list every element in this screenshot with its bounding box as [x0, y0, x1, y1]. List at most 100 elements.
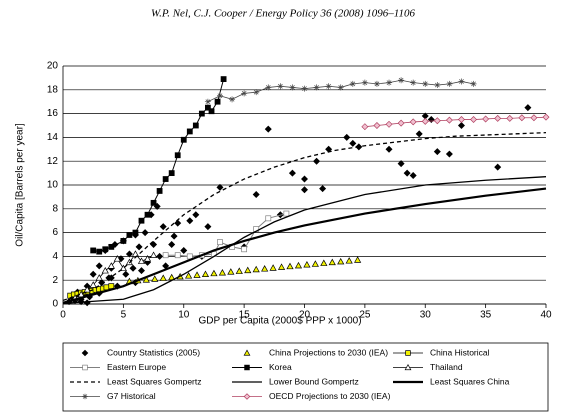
point [192, 211, 200, 219]
point [434, 82, 441, 89]
y-tick-label: 14 [47, 132, 59, 143]
point [131, 250, 140, 257]
point [252, 265, 260, 273]
point [168, 241, 176, 248]
point [264, 125, 272, 133]
point [95, 262, 103, 270]
point [174, 252, 181, 259]
point [244, 266, 252, 274]
point [149, 251, 158, 258]
point [277, 263, 286, 270]
point [289, 84, 296, 91]
page-header: W.P. Nel, C.J. Cooper / Energy Policy 36… [151, 8, 415, 20]
x-tick-label: 20 [299, 310, 311, 321]
point [125, 250, 133, 258]
point [373, 80, 380, 87]
point [243, 349, 251, 356]
point [409, 118, 417, 126]
point [216, 92, 223, 99]
point [261, 265, 269, 272]
point [168, 170, 175, 177]
point [325, 83, 332, 90]
point [345, 257, 353, 264]
legend-label: China Historical [430, 347, 490, 357]
point [96, 248, 103, 255]
point [204, 223, 212, 231]
point [132, 229, 139, 236]
point [126, 232, 133, 238]
point [120, 238, 127, 244]
x-tick-label: 5 [121, 310, 127, 321]
point [361, 123, 369, 131]
legend-label: OECD Projections to 2030 (IEA) [269, 391, 391, 401]
point [184, 272, 193, 279]
point [244, 364, 250, 371]
point [186, 128, 193, 135]
point [433, 117, 441, 125]
point [446, 80, 453, 87]
point [216, 183, 224, 191]
y-axis-label: Oil/Capita [Barrels per year] [15, 123, 26, 247]
point [277, 83, 284, 90]
point [208, 108, 215, 115]
point [201, 270, 210, 277]
point [243, 393, 251, 400]
y-tick-label: 2 [52, 275, 58, 286]
point [458, 78, 465, 85]
point [397, 119, 405, 127]
point [427, 116, 435, 124]
x-tick-label: 25 [359, 310, 371, 321]
point [422, 80, 429, 87]
series-line [93, 78, 225, 253]
point [156, 188, 163, 194]
point [82, 393, 88, 400]
point [174, 219, 182, 227]
legend-label: Lower Bound Gompertz [269, 376, 359, 386]
x-tick-label: 0 [60, 310, 66, 321]
point [129, 264, 137, 272]
point [410, 79, 417, 86]
y-tick-label: 0 [52, 299, 58, 310]
point [81, 349, 89, 357]
point [482, 115, 490, 123]
point [405, 350, 411, 356]
point [494, 114, 502, 122]
point [409, 171, 417, 179]
point [349, 139, 357, 147]
point [288, 169, 296, 177]
point [320, 259, 328, 266]
point [159, 223, 167, 231]
point [162, 176, 169, 182]
legend-label: China Projections to 2030 (IEA) [269, 347, 388, 357]
x-tick-label: 15 [239, 310, 251, 321]
point [205, 104, 211, 111]
point [214, 98, 221, 105]
point [113, 255, 121, 262]
point [227, 268, 235, 275]
point [119, 264, 127, 272]
point [186, 217, 194, 225]
point [252, 191, 260, 199]
point [143, 255, 152, 262]
point [170, 232, 178, 240]
point [530, 114, 538, 122]
point [192, 122, 199, 129]
point [180, 136, 187, 143]
point [373, 122, 381, 129]
point [337, 84, 344, 91]
point [542, 113, 550, 121]
point [235, 267, 243, 274]
x-tick-label: 30 [420, 310, 432, 321]
point [313, 157, 321, 165]
y-tick-label: 12 [47, 156, 59, 167]
point [138, 217, 145, 224]
point [398, 77, 405, 84]
legend-label: Korea [269, 362, 292, 372]
point [303, 261, 311, 268]
point [151, 275, 159, 282]
point [107, 274, 115, 282]
point [301, 186, 308, 194]
point [385, 145, 393, 153]
series-line [364, 116, 547, 128]
series-line [62, 187, 547, 304]
